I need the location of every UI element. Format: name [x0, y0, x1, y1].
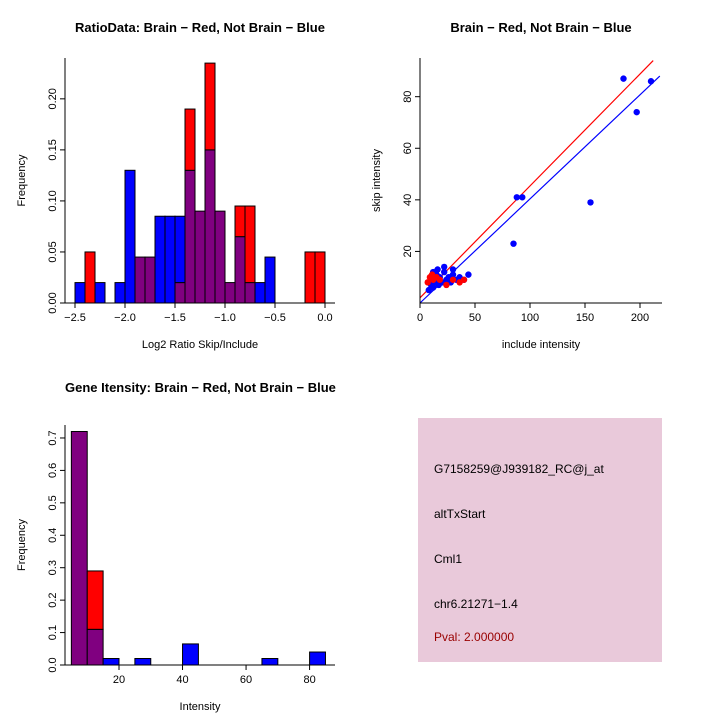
svg-text:80: 80	[303, 674, 315, 686]
svg-text:−0.5: −0.5	[264, 312, 286, 324]
pval-text: Pval: 2.000000	[434, 630, 515, 644]
svg-text:0.2: 0.2	[47, 592, 59, 607]
svg-text:60: 60	[240, 674, 252, 686]
svg-text:100: 100	[521, 312, 539, 324]
svg-text:0: 0	[417, 312, 423, 324]
svg-text:0.3: 0.3	[47, 560, 59, 575]
svg-text:20: 20	[113, 674, 125, 686]
svg-text:50: 50	[469, 312, 481, 324]
svg-text:Log2 Ratio Skip/Include: Log2 Ratio Skip/Include	[142, 339, 258, 351]
svg-text:0.0: 0.0	[47, 657, 59, 672]
svg-text:40: 40	[176, 674, 188, 686]
svg-text:−2.5: −2.5	[64, 312, 86, 324]
intensity-scatter-chart: 0 50 100 150 200 20 40 60 80 include intensity ski…	[371, 58, 662, 351]
svg-text:150: 150	[576, 312, 594, 324]
svg-text:200: 200	[631, 312, 649, 324]
svg-text:0.10: 0.10	[47, 190, 59, 211]
svg-text:0.20: 0.20	[47, 88, 59, 109]
svg-text:Intensity: Intensity	[180, 701, 221, 713]
panel-intensity-scatter: 0 50 100 150 200 20 40 60 80 include intensity ski…	[360, 0, 720, 360]
gene-info-box: G7158259@J939182_RC@j_at altTxStart Cml1…	[418, 418, 662, 662]
svg-text:0.0: 0.0	[317, 312, 332, 324]
svg-text:0.05: 0.05	[47, 241, 59, 262]
svg-text:−1.5: −1.5	[164, 312, 186, 324]
ratio-histogram-title: RatioData: Brain − Red, Not Brain − Blue	[75, 20, 325, 35]
probe-id-text: G7158259@J939182_RC@j_at	[434, 462, 604, 476]
svg-text:include intensity: include intensity	[502, 339, 581, 351]
panel-gene-info: G7158259@J939182_RC@j_at altTxStart Cml1…	[360, 360, 720, 720]
svg-text:−2.0: −2.0	[114, 312, 136, 324]
svg-text:0.4: 0.4	[47, 528, 59, 543]
panel-ratio-histogram: −2.5 −2.0 −1.5 −1.0 −0.5 0.0 0.00 0.05 0.10 0.15 0…	[0, 0, 360, 360]
gene-intensity-histogram-title: Gene Itensity: Brain − Red, Not Brain − …	[65, 380, 336, 395]
svg-text:40: 40	[402, 194, 414, 206]
gene-intensity-histogram-chart: 20 40 60 80 0.0 0.1 0.2 0.3 0.4 0.5 0.6 0.7 Intensit…	[16, 425, 335, 713]
svg-text:0.00: 0.00	[47, 292, 59, 313]
gene-name-text: Cml1	[434, 552, 463, 566]
svg-text:0.1: 0.1	[47, 625, 59, 640]
svg-text:−1.0: −1.0	[214, 312, 236, 324]
ratio-histogram-chart: −2.5 −2.0 −1.5 −1.0 −0.5 0.0 0.00 0.05 0.10 0.15 0…	[16, 58, 335, 351]
svg-text:0.7: 0.7	[47, 430, 59, 445]
svg-text:skip intensity: skip intensity	[371, 149, 383, 212]
alt-tx-start-text: altTxStart	[434, 507, 486, 521]
svg-text:0.15: 0.15	[47, 139, 59, 160]
svg-text:Frequency: Frequency	[16, 519, 28, 571]
intensity-scatter-title: Brain − Red, Not Brain − Blue	[450, 20, 632, 35]
chromosome-location-text: chr6.21271−1.4	[434, 597, 518, 611]
svg-text:0.6: 0.6	[47, 463, 59, 478]
svg-text:80: 80	[402, 91, 414, 103]
svg-text:0.5: 0.5	[47, 495, 59, 510]
svg-text:60: 60	[402, 142, 414, 154]
panel-gene-intensity-histogram: 20 40 60 80 0.0 0.1 0.2 0.3 0.4 0.5 0.6 0.7 Intensit…	[0, 360, 360, 720]
svg-text:20: 20	[402, 245, 414, 257]
svg-text:Frequency: Frequency	[16, 154, 28, 206]
